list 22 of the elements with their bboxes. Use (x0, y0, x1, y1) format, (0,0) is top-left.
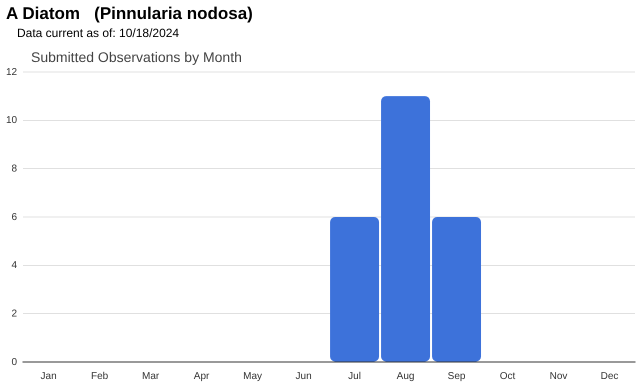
x-tick-label: Jan (40, 370, 57, 382)
y-tick-label: 12 (6, 66, 18, 78)
chart-title: A Diatom (Pinnularia nodosa) (6, 4, 253, 24)
x-tick-label: Mar (142, 370, 160, 382)
y-tick-label: 10 (6, 115, 18, 126)
y-tick-label: 0 (12, 356, 18, 368)
y-tick-label: 8 (12, 163, 18, 174)
x-tick-label: Sep (448, 370, 466, 382)
x-tick-label: Apr (194, 370, 210, 382)
text: Submitted Observations by Month (31, 49, 242, 65)
x-tick-label: Dec (600, 370, 618, 382)
y-tick-label: 6 (12, 212, 18, 223)
x-tick-label: Oct (500, 370, 516, 382)
x-tick-label: Jun (296, 370, 312, 382)
x-tick-label: Nov (550, 370, 568, 382)
y-tick-label: 4 (12, 260, 18, 272)
x-tick-label: Feb (90, 370, 109, 382)
y-tick-label: 2 (12, 308, 18, 320)
chart-subtitle: Data current as of: 10/18/2024 (17, 26, 180, 40)
x-tick-label: Aug (396, 370, 414, 382)
x-tick-label: Jul (348, 370, 361, 382)
x-tick-label: May (243, 370, 262, 382)
